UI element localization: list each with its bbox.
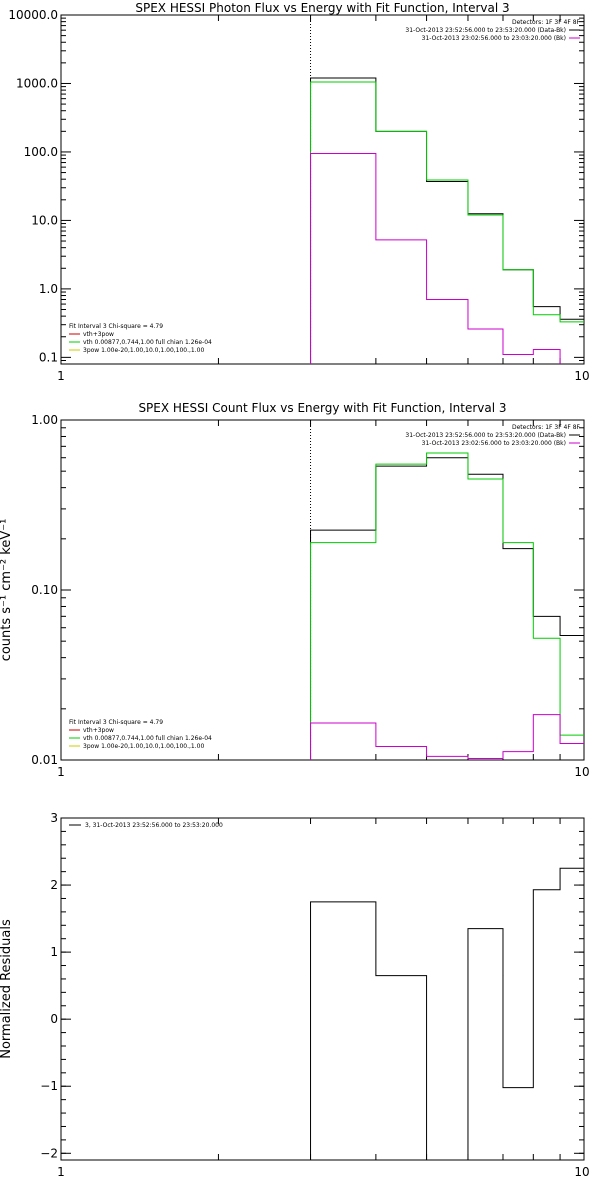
- chart-title: SPEX HESSI Count Flux vs Energy with Fit…: [138, 401, 506, 415]
- y-tick-label: 0.01: [31, 753, 58, 767]
- series-line-3: [310, 152, 561, 364]
- x-tick-label: 1: [57, 369, 65, 383]
- y-tick-label: 0: [50, 1012, 58, 1026]
- y-tick-label: 1: [50, 945, 58, 959]
- y-tick-label: 1.00: [31, 413, 58, 427]
- x-tick-label: 1: [57, 1165, 65, 1179]
- chart-panel-3: −2 −1 0 1 2 3 1 10 Normalized Residuals 3, 31-Oct…: [0, 811, 590, 1179]
- y-tick-label: 10000.0: [8, 8, 58, 22]
- legend-entry: 3pow 1.00e-20,1.00,10.0,1.00,100.,1.00: [83, 347, 204, 354]
- legend-header: Detectors: 1F 3F 4F 8F: [512, 424, 581, 431]
- legend-entry: vth 0.00877,0.744,1.00 full chian 1.26e-…: [83, 735, 212, 742]
- series-group: [310, 77, 584, 364]
- y-tick-label: 0.1: [39, 350, 58, 364]
- legend-header: Fit Interval 3 Chi-square = 4.79: [69, 323, 163, 330]
- legend-entry: vth+3pow: [83, 727, 114, 734]
- series-line-2: [310, 81, 584, 364]
- series-line-3: [310, 714, 584, 760]
- plot-frame: [60, 14, 585, 365]
- y-tick-label: 2: [50, 878, 58, 892]
- legend-entry: 31-Oct-2013 23:02:56.000 to 23:03:20.000…: [422, 440, 566, 447]
- y-tick-label: −2: [40, 1146, 58, 1160]
- y-tick-label: 10.0: [31, 213, 58, 227]
- chart-title: SPEX HESSI Photon Flux vs Energy with Fi…: [135, 1, 509, 15]
- y-axis-label: Normalized Residuals: [0, 919, 14, 1059]
- series-group: [310, 452, 584, 760]
- legend-entry: vth+3pow: [83, 331, 114, 338]
- y-tick-label: 1.0: [39, 282, 58, 296]
- chart-panel-2: SPEX HESSI Count Flux vs Energy with Fit…: [0, 401, 590, 779]
- series-group: [310, 867, 584, 1160]
- legend-entry: 31-Oct-2013 23:52:56.000 to 23:53:20.000…: [405, 27, 566, 34]
- legend-entry: 3, 31-Oct-2013 23:52:56.000 to 23:53:20.…: [85, 822, 223, 829]
- series-line-1: [310, 457, 584, 760]
- series-line-2: [310, 452, 584, 760]
- legend-entry: vth 0.00877,0.744,1.00 full chian 1.26e-…: [83, 339, 212, 346]
- x-tick-label: 1: [57, 765, 65, 779]
- legend-entry: 3pow 1.00e-20,1.00,10.0,1.00,100.,1.00: [83, 743, 204, 750]
- legend-entry: 31-Oct-2013 23:52:56.000 to 23:53:20.000…: [405, 432, 566, 439]
- plot-frame: [60, 817, 585, 1161]
- legend-entry: 31-Oct-2013 23:02:56.000 to 23:03:20.000…: [422, 35, 566, 42]
- y-tick-label: 0.10: [31, 583, 58, 597]
- x-tick-label: 10: [574, 1165, 589, 1179]
- plot-frame: [60, 419, 585, 761]
- y-axis-label: counts s⁻¹ cm⁻² keV⁻¹: [0, 519, 14, 662]
- x-tick-label: 10: [574, 765, 589, 779]
- y-tick-label: 100.0: [24, 145, 58, 159]
- legend-header: Fit Interval 3 Chi-square = 4.79: [69, 719, 163, 726]
- y-tick-label: 3: [50, 811, 58, 825]
- legend-header: Detectors: 1F 3F 4F 8F: [512, 19, 581, 26]
- chart-panel-1: SPEX HESSI Photon Flux vs Energy with Fi…: [8, 1, 589, 383]
- x-tick-label: 10: [574, 369, 589, 383]
- y-tick-label: −1: [40, 1079, 58, 1093]
- y-tick-label: 1000.0: [16, 76, 58, 90]
- series-line-1: [310, 867, 584, 1160]
